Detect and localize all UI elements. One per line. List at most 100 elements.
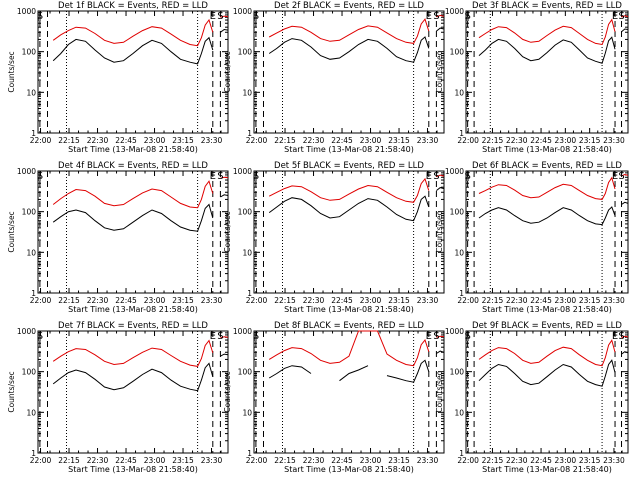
panel-title: Det 8f BLACK = Events, RED = LLD — [274, 321, 424, 331]
x-tick-label: 22:15 — [482, 296, 504, 305]
marker-label-s: S — [464, 331, 470, 342]
plot-frame — [37, 170, 229, 294]
x-tick-label: 22:15 — [58, 296, 80, 305]
series-line-events — [268, 27, 445, 63]
x-tick-label: 23:00 — [144, 456, 166, 465]
x-axis-label: Start Time (13-Mar-08 21:58:40) — [482, 145, 612, 154]
y-axis-label: Counts/sec — [223, 51, 232, 92]
panel-title: Det 6f BLACK = Events, RED = LLD — [472, 161, 622, 171]
x-tick-label: 23:15 — [172, 296, 194, 305]
x-tick-label: 23:30 — [417, 456, 439, 465]
series-line-lld — [478, 15, 629, 46]
series-line-lld — [478, 173, 629, 200]
x-tick-label: 23:30 — [201, 296, 223, 305]
marker-label-e: E — [210, 171, 216, 182]
series-line-events — [52, 28, 229, 65]
y-axis-label: Counts/sec — [223, 371, 232, 412]
plot-frame — [465, 10, 629, 134]
marker-label-e: E — [210, 11, 216, 22]
x-tick-label: 23:15 — [579, 296, 601, 305]
panel-title: Det 1f BLACK = Events, RED = LLD — [58, 1, 208, 11]
y-tick-label: 1 — [459, 129, 464, 138]
panel-title: Det 7f BLACK = Events, RED = LLD — [58, 321, 208, 331]
x-tick-label: 23:00 — [360, 136, 382, 145]
panel-title: Det 9f BLACK = Events, RED = LLD — [472, 321, 622, 331]
marker-label-s: S — [464, 171, 470, 182]
y-tick-label: 10 — [454, 408, 464, 417]
detector-panel-2: Det 2f BLACK = Events, RED = LLD 1 10 100 10… — [223, 1, 445, 154]
detector-panel-7: Det 7f BLACK = Events, RED = LLD 1 10 100 10… — [7, 321, 229, 474]
x-tick-label: 22:00 — [246, 136, 268, 145]
x-tick-label: 23:15 — [388, 296, 410, 305]
marker-label-e: E — [612, 11, 618, 22]
x-tick-label: 22:00 — [457, 456, 479, 465]
y-tick-label: 1 — [247, 289, 252, 298]
x-tick-label: 23:00 — [555, 136, 577, 145]
y-tick-label: 100 — [450, 48, 465, 57]
series-line-lld — [478, 335, 629, 367]
y-tick-label: 10 — [242, 408, 252, 417]
detector-panel-4: Det 4f BLACK = Events, RED = LLD 1 10 100 10… — [7, 161, 229, 314]
marker-label-s: S — [37, 171, 43, 182]
x-tick-label: 22:30 — [87, 136, 109, 145]
y-tick-label: 10 — [242, 248, 252, 257]
x-tick-label: 22:30 — [303, 136, 325, 145]
detector-panel-5: Det 5f BLACK = Events, RED = LLD 1 10 100 10… — [223, 161, 445, 314]
x-tick-label: 22:45 — [331, 136, 353, 145]
plot-frame — [465, 170, 629, 294]
marker-label-e: E — [426, 331, 432, 342]
x-tick-label: 22:00 — [457, 296, 479, 305]
x-tick-label: 22:45 — [530, 456, 552, 465]
panel-title: Det 5f BLACK = Events, RED = LLD — [274, 161, 424, 171]
y-axis-label: Counts/sec — [435, 211, 444, 252]
y-axis-label: Counts/sec — [7, 371, 16, 412]
x-tick-label: 22:30 — [303, 456, 325, 465]
panel-title: Det 2f BLACK = Events, RED = LLD — [274, 1, 424, 11]
x-tick-label: 23:15 — [172, 136, 194, 145]
series-line-events — [52, 353, 229, 392]
detector-panel-9: Det 9f BLACK = Events, RED = LLD 1 10 100 10… — [435, 321, 629, 474]
y-tick-label: 1 — [31, 129, 36, 138]
x-tick-label: 22:45 — [331, 296, 353, 305]
x-tick-label: 22:30 — [303, 296, 325, 305]
plot-frame — [253, 10, 445, 134]
x-tick-label: 22:00 — [30, 296, 52, 305]
x-tick-label: 23:15 — [388, 456, 410, 465]
series-line-events — [478, 28, 629, 64]
series-line-events — [478, 201, 629, 226]
y-axis-label: Counts/sec — [7, 51, 16, 92]
y-tick-label: 1 — [247, 449, 252, 458]
marker-label-s: S — [433, 11, 439, 22]
marker-label-s: S — [217, 331, 223, 342]
x-axis-label: Start Time (13-Mar-08 21:58:40) — [68, 465, 198, 474]
x-axis-label: Start Time (13-Mar-08 21:58:40) — [68, 145, 198, 154]
marker-label-s: S — [217, 171, 223, 182]
x-tick-label: 22:15 — [274, 136, 296, 145]
x-tick-label: 23:00 — [555, 456, 577, 465]
plot-frame — [37, 10, 229, 134]
x-tick-label: 22:15 — [58, 136, 80, 145]
x-tick-label: 23:00 — [360, 296, 382, 305]
marker-label-s: S — [433, 331, 439, 342]
x-tick-label: 22:45 — [331, 456, 353, 465]
y-axis-label: Counts/sec — [435, 371, 444, 412]
x-tick-label: 23:00 — [555, 296, 577, 305]
x-axis-label: Start Time (13-Mar-08 21:58:40) — [68, 305, 198, 314]
marker-label-s: S — [37, 11, 43, 22]
y-tick-label: 10 — [26, 248, 36, 257]
y-tick-label: 100 — [22, 368, 37, 377]
x-tick-label: 22:00 — [457, 136, 479, 145]
x-tick-label: 22:00 — [30, 136, 52, 145]
marker-label-e: E — [426, 11, 432, 22]
marker-label-s: S — [253, 331, 259, 342]
marker-label-s: S — [217, 11, 223, 22]
y-tick-label: 10 — [26, 408, 36, 417]
marker-label-s: S — [433, 171, 439, 182]
x-tick-label: 22:30 — [506, 456, 528, 465]
x-tick-label: 22:15 — [274, 296, 296, 305]
y-axis-label: Counts/sec — [223, 211, 232, 252]
marker-label-s: S — [253, 171, 259, 182]
y-tick-label: 1 — [247, 129, 252, 138]
y-tick-label: 1000 — [233, 167, 252, 176]
series-line-lld — [268, 330, 445, 367]
